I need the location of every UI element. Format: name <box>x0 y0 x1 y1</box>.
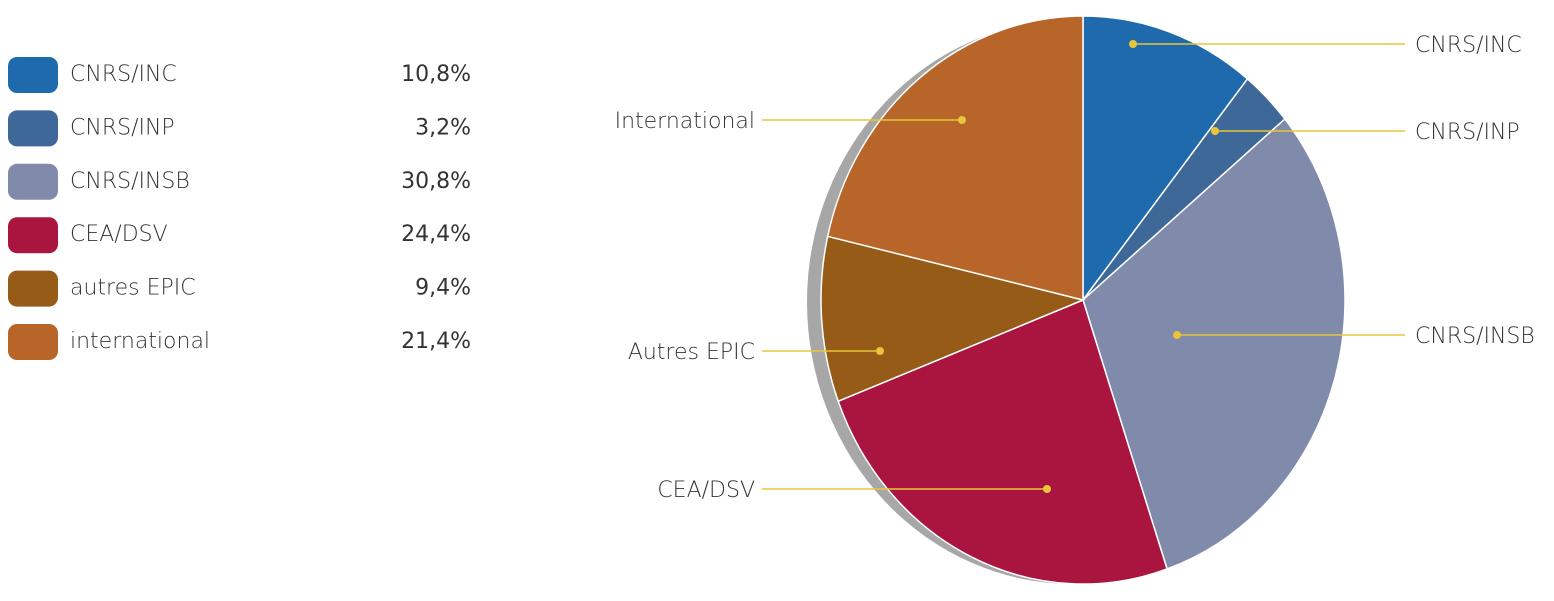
legend-swatch <box>8 110 58 147</box>
slice-label: Autres EPIC <box>628 340 755 365</box>
pie-slice <box>1082 117 1346 570</box>
legend-value: 30,8% <box>401 169 471 194</box>
pie-slice <box>1082 15 1249 303</box>
legend-swatch <box>8 163 58 200</box>
legend-value: 9,4% <box>415 276 471 301</box>
pie-slice <box>820 235 1086 403</box>
leader-dot <box>958 116 966 124</box>
legend-label: CNRS/INSB <box>70 169 190 194</box>
legend-value: 3,2% <box>415 115 471 140</box>
leader-dot <box>1043 485 1051 493</box>
leader-dot <box>876 347 884 355</box>
leader-dot <box>1211 127 1219 135</box>
legend-label: autres EPIC <box>70 276 196 301</box>
pie-slice <box>826 15 1084 301</box>
legend-value: 21,4% <box>401 329 471 354</box>
legend-swatch <box>8 324 58 360</box>
slice-label: CNRS/INP <box>1415 120 1520 145</box>
legend-value: 10,8% <box>401 62 471 87</box>
legend-value: 24,4% <box>401 222 471 247</box>
legend-label: CNRS/INC <box>70 62 177 87</box>
legend-label: CNRS/INP <box>70 115 175 140</box>
legend-swatch <box>8 217 58 254</box>
legend-swatch <box>8 57 58 93</box>
slice-label: International <box>615 109 755 134</box>
slice-label: CNRS/INSB <box>1415 324 1535 349</box>
legend-label: CEA/DSV <box>70 222 168 247</box>
pie-slice <box>837 298 1169 585</box>
legend-swatch <box>8 270 58 307</box>
legend-label: international <box>70 329 210 354</box>
slice-label: CEA/DSV <box>657 478 755 503</box>
leader-dot <box>1129 40 1137 48</box>
slice-label: CNRS/INC <box>1415 33 1522 58</box>
leader-dot <box>1173 331 1181 339</box>
